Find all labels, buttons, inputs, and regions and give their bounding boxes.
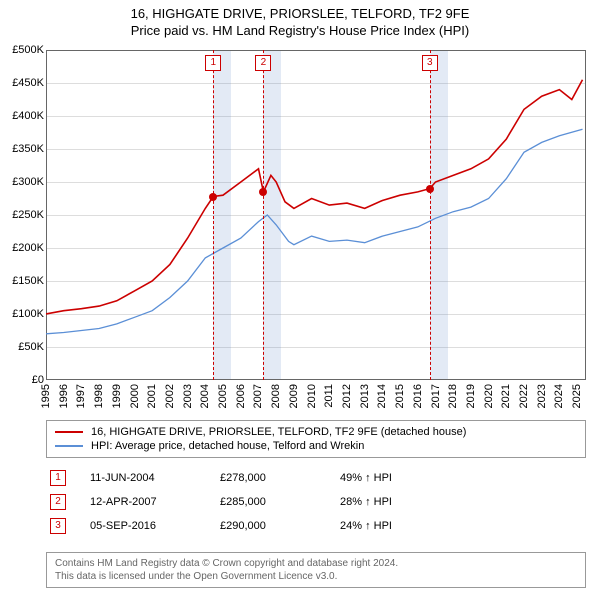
x-tick-label: 1999: [111, 384, 123, 408]
x-tick-label: 2006: [235, 384, 247, 408]
x-tick-label: 2018: [447, 384, 459, 408]
x-tick-label: 2007: [252, 384, 264, 408]
legend: 16, HIGHGATE DRIVE, PRIORSLEE, TELFORD, …: [46, 420, 586, 458]
x-tick-label: 2015: [394, 384, 406, 408]
y-tick-label: £300K: [12, 176, 44, 188]
x-tick-label: 2000: [129, 384, 141, 408]
sale-dot: [259, 188, 267, 196]
x-tick-label: 2010: [306, 384, 318, 408]
chart-container: 16, HIGHGATE DRIVE, PRIORSLEE, TELFORD, …: [0, 0, 600, 590]
sale-event-marker: 3: [50, 518, 66, 534]
legend-swatch: [55, 445, 83, 447]
x-tick-label: 2016: [412, 384, 424, 408]
x-tick-label: 2024: [553, 384, 565, 408]
series-line: [46, 129, 583, 334]
title-line-2: Price paid vs. HM Land Registry's House …: [0, 23, 600, 40]
series-line: [46, 80, 583, 314]
sale-event-date: 05-SEP-2016: [90, 520, 220, 532]
legend-label: HPI: Average price, detached house, Telf…: [91, 440, 364, 452]
sale-events-table: 1 11-JUN-2004 £278,000 49% ↑ HPI 2 12-AP…: [46, 466, 586, 538]
sale-event-price: £290,000: [220, 520, 340, 532]
x-tick-label: 2017: [430, 384, 442, 408]
x-tick-label: 2023: [536, 384, 548, 408]
sale-event-pct: 24% ↑ HPI: [340, 520, 392, 532]
x-tick-label: 2014: [376, 384, 388, 408]
y-tick-label: £500K: [12, 44, 44, 56]
x-tick-label: 1996: [58, 384, 70, 408]
x-tick-label: 2020: [483, 384, 495, 408]
legend-swatch: [55, 431, 83, 433]
sale-event-marker: 1: [50, 470, 66, 486]
sale-event-price: £285,000: [220, 496, 340, 508]
y-tick-label: £250K: [12, 209, 44, 221]
x-tick-label: 2021: [500, 384, 512, 408]
y-tick-label: £400K: [12, 110, 44, 122]
x-tick-label: 2003: [182, 384, 194, 408]
sale-event-row: 2 12-APR-2007 £285,000 28% ↑ HPI: [46, 490, 586, 514]
chart-title: 16, HIGHGATE DRIVE, PRIORSLEE, TELFORD, …: [0, 0, 600, 40]
y-tick-label: £150K: [12, 275, 44, 287]
sale-marker-box: 2: [255, 55, 271, 71]
x-tick-label: 2019: [465, 384, 477, 408]
x-tick-label: 2011: [323, 384, 335, 408]
sale-event-price: £278,000: [220, 472, 340, 484]
x-tick-label: 1998: [93, 384, 105, 408]
x-tick-label: 2005: [217, 384, 229, 408]
x-tick-label: 2012: [341, 384, 353, 408]
attribution-line: This data is licensed under the Open Gov…: [55, 570, 577, 583]
x-tick-label: 2001: [146, 384, 158, 408]
x-tick-label: 1997: [75, 384, 87, 408]
attribution-line: Contains HM Land Registry data © Crown c…: [55, 557, 577, 570]
x-tick-label: 2004: [199, 384, 211, 408]
y-tick-label: £50K: [18, 341, 44, 353]
y-tick-label: £350K: [12, 143, 44, 155]
sale-dot: [426, 185, 434, 193]
sale-marker-box: 1: [205, 55, 221, 71]
x-tick-label: 2025: [571, 384, 583, 408]
sale-event-pct: 49% ↑ HPI: [340, 472, 392, 484]
sale-event-date: 12-APR-2007: [90, 496, 220, 508]
line-series-svg: [46, 50, 586, 380]
legend-label: 16, HIGHGATE DRIVE, PRIORSLEE, TELFORD, …: [91, 426, 466, 438]
sale-dot: [209, 193, 217, 201]
x-tick-label: 2022: [518, 384, 530, 408]
y-tick-label: £100K: [12, 308, 44, 320]
sale-event-marker: 2: [50, 494, 66, 510]
attribution: Contains HM Land Registry data © Crown c…: [46, 552, 586, 588]
sale-event-row: 1 11-JUN-2004 £278,000 49% ↑ HPI: [46, 466, 586, 490]
x-tick-label: 2008: [270, 384, 282, 408]
sale-event-pct: 28% ↑ HPI: [340, 496, 392, 508]
legend-item: 16, HIGHGATE DRIVE, PRIORSLEE, TELFORD, …: [55, 425, 577, 439]
y-tick-label: £200K: [12, 242, 44, 254]
x-tick-label: 2009: [288, 384, 300, 408]
x-tick-label: 2013: [359, 384, 371, 408]
sale-marker-box: 3: [422, 55, 438, 71]
sale-event-date: 11-JUN-2004: [90, 472, 220, 484]
title-line-1: 16, HIGHGATE DRIVE, PRIORSLEE, TELFORD, …: [0, 6, 600, 23]
legend-item: HPI: Average price, detached house, Telf…: [55, 439, 577, 453]
sale-event-row: 3 05-SEP-2016 £290,000 24% ↑ HPI: [46, 514, 586, 538]
y-tick-label: £450K: [12, 77, 44, 89]
x-tick-label: 1995: [40, 384, 52, 408]
x-tick-label: 2002: [164, 384, 176, 408]
